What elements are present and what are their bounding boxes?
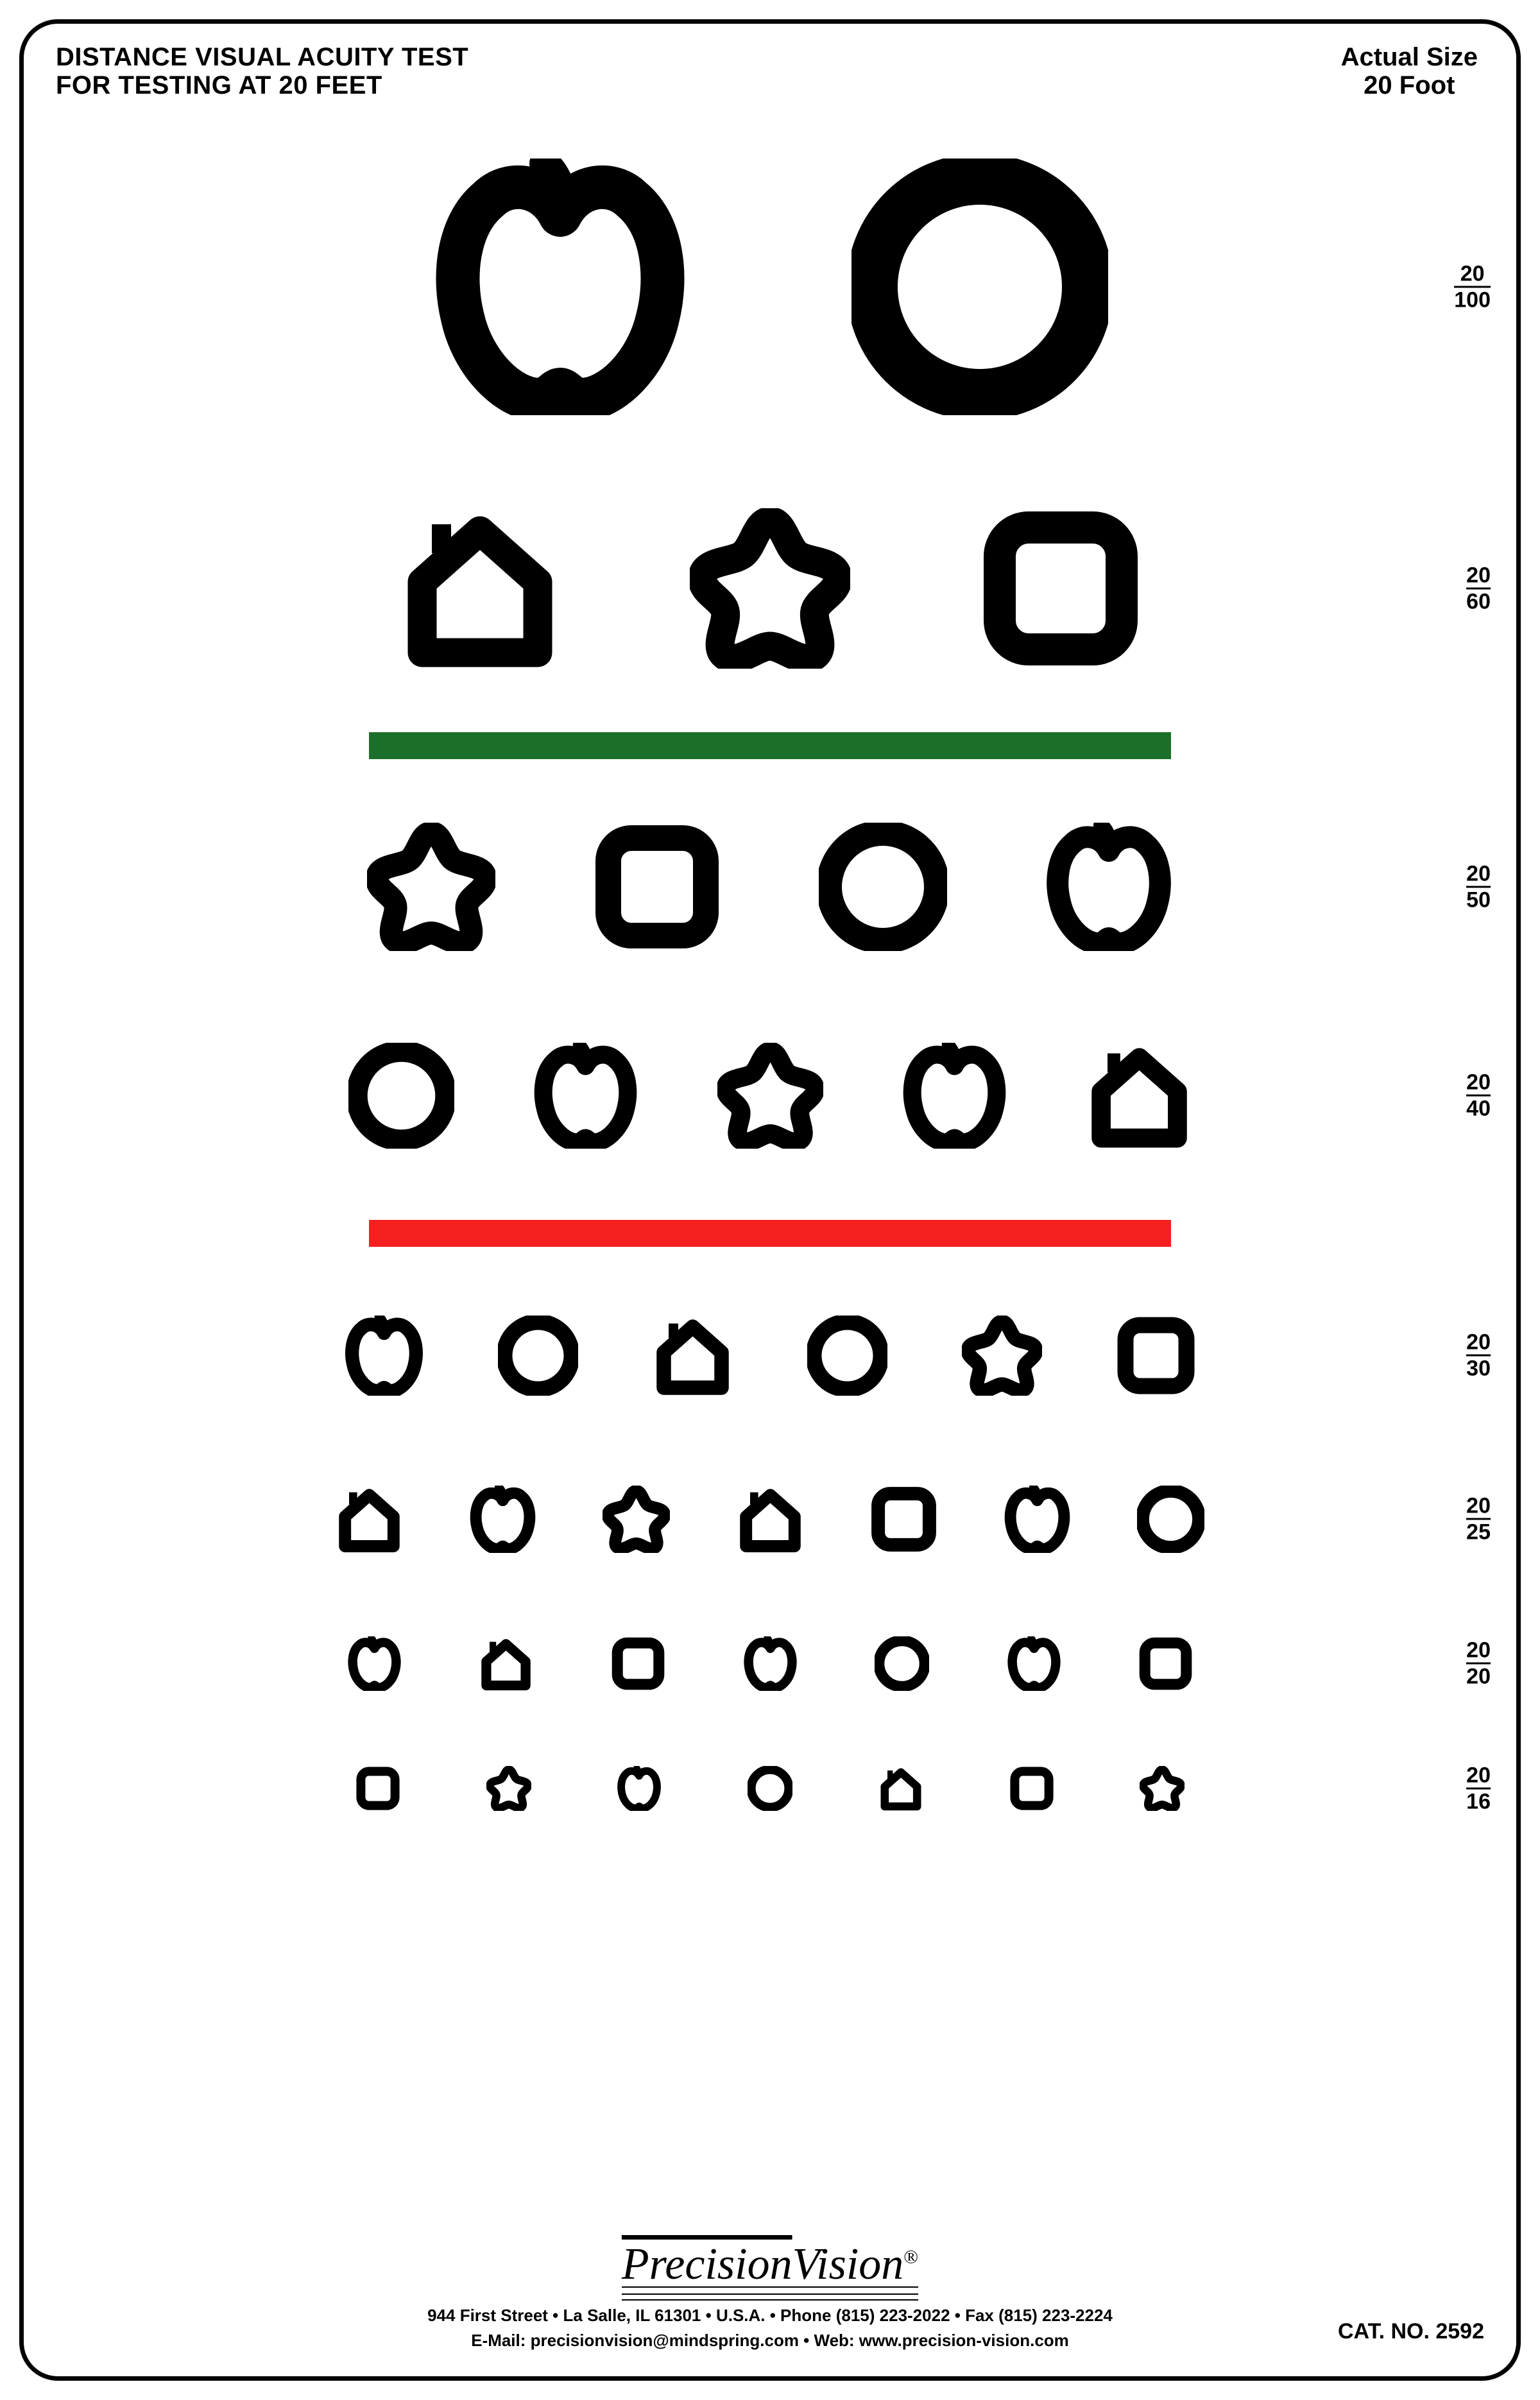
star-icon [1140,1766,1185,1811]
acuity-label: 2030 [1466,1332,1491,1380]
acuity-row-20: 2020 [24,1596,1516,1731]
circle-icon [348,1043,454,1149]
apple-icon [1045,823,1173,951]
acuity-label: 2040 [1466,1072,1491,1120]
catalog-number: CAT. NO. 2592 [1338,2319,1484,2344]
header-right-line2: 20 Foot [1341,71,1478,99]
house-icon [400,508,560,669]
acuity-row-40: 2040 [24,993,1516,1198]
house-icon [479,1636,533,1691]
acuity-label: 2050 [1466,863,1491,911]
circle-icon [819,823,947,951]
apple-icon [617,1766,662,1811]
square-icon [1138,1636,1193,1691]
square-icon [593,823,721,951]
acuity-label: 2060 [1466,565,1491,613]
star-icon [690,508,850,669]
divider-bar-green [24,710,1516,781]
circle-icon [851,159,1108,415]
house-icon [737,1486,804,1553]
acuity-row-30: 2030 [24,1269,1516,1442]
acuity-row-25: 2025 [24,1442,1516,1596]
star-icon [486,1766,531,1811]
header-right: Actual Size 20 Foot [1341,43,1478,99]
circle-icon [807,1316,887,1396]
symbol-row [270,1766,1270,1811]
circle-icon [1137,1486,1204,1553]
symbol-row [270,1636,1270,1691]
acuity-row-60: 2060 [24,467,1516,710]
apple-icon [533,1043,638,1149]
apple-icon [1004,1486,1071,1553]
symbol-row [270,508,1270,669]
symbol-row [270,823,1270,951]
square-icon [870,1486,937,1553]
apple-icon [743,1636,798,1691]
square-icon [980,508,1141,669]
footer: PrecisionVision® 944 First Street • La S… [24,2239,1516,2351]
apple-icon [902,1043,1007,1149]
acuity-label: 2020 [1466,1640,1491,1688]
brand-word2: Vision [792,2240,904,2289]
header-right-line1: Actual Size [1341,43,1478,71]
green-bar [369,732,1171,759]
symbol-row [270,1316,1270,1396]
footer-line2: E-Mail: precisionvision@mindspring.com •… [24,2331,1516,2351]
header-left: DISTANCE VISUAL ACUITY TEST FOR TESTING … [56,43,468,99]
footer-line1: 944 First Street • La Salle, IL 61301 • … [24,2306,1516,2326]
apple-icon [347,1636,402,1691]
apple-icon [1007,1636,1061,1691]
circle-icon [748,1766,792,1811]
header-left-line2: FOR TESTING AT 20 FEET [56,71,468,99]
acuity-row-100: 20100 [24,107,1516,467]
acuity-row-50: 2050 [24,781,1516,993]
eye-chart-card: DISTANCE VISUAL ACUITY TEST FOR TESTING … [19,19,1521,2381]
square-icon [1116,1316,1196,1396]
apple-icon [432,159,689,415]
brand-reg: ® [903,2247,918,2268]
chart-rows: 20100 2060 2050 2040 2030 2025 2020 2016 [24,107,1516,2197]
circle-icon [498,1316,578,1396]
star-icon [717,1043,823,1149]
square-icon [1009,1766,1054,1811]
star-icon [367,823,495,951]
square-icon [611,1636,665,1691]
apple-icon [344,1316,424,1396]
divider-bar-red [24,1198,1516,1269]
circle-icon [875,1636,929,1691]
house-icon [878,1766,923,1811]
symbol-row [270,159,1270,415]
apple-icon [469,1486,536,1553]
star-icon [962,1316,1042,1396]
red-bar [369,1220,1171,1247]
acuity-label: 20100 [1454,263,1491,311]
house-icon [1086,1043,1192,1149]
acuity-row-16: 2016 [24,1731,1516,1846]
house-icon [336,1486,403,1553]
house-icon [653,1316,733,1396]
symbol-row [270,1043,1270,1149]
acuity-label: 2025 [1466,1495,1491,1543]
header-left-line1: DISTANCE VISUAL ACUITY TEST [56,43,468,71]
symbol-row [270,1486,1270,1553]
square-icon [355,1766,400,1811]
brand-word1: Precision [622,2240,792,2289]
star-icon [603,1486,670,1553]
brand-logo: PrecisionVision® [622,2239,918,2301]
acuity-label: 2016 [1466,1765,1491,1813]
